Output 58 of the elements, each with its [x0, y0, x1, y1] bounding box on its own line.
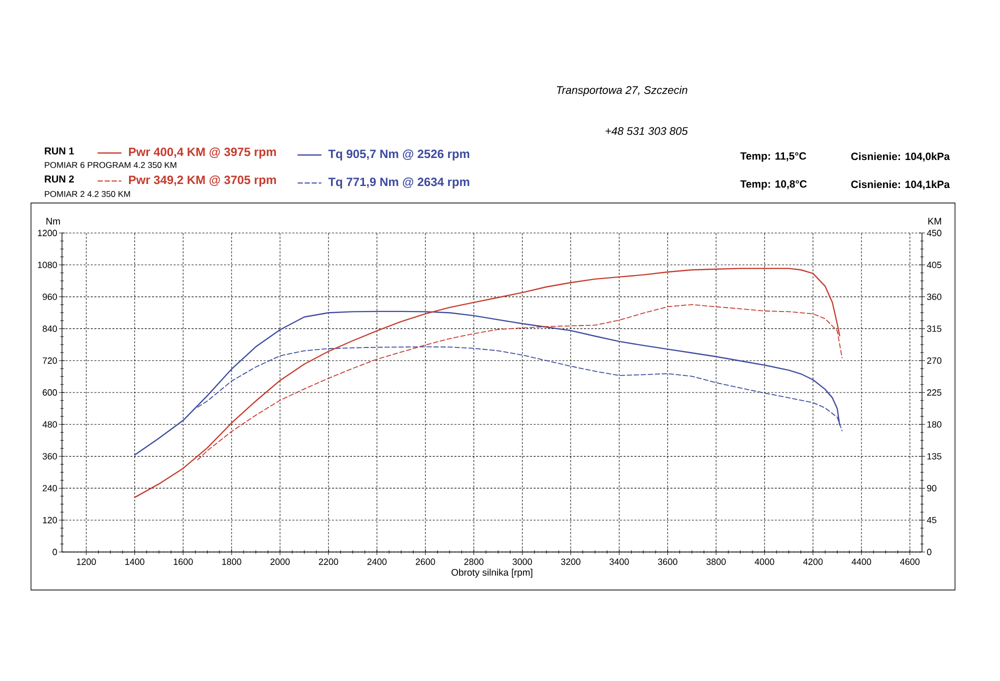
- text: +48 531 303 805: [606, 127, 688, 135]
- y2-tick-label: 450: [926, 230, 942, 236]
- legend-label: Pwr 349,2 KM @ 3705 rpm: [129, 175, 276, 187]
- y2-tick-label: 45: [926, 516, 936, 524]
- text: Cisnienie: 104,0kPa: [851, 152, 950, 162]
- x-tick-label: 4200: [803, 558, 823, 565]
- x-tick-label: 2600: [416, 558, 436, 565]
- y2-tick-label: 180: [927, 421, 942, 428]
- x-tick-label: 4400: [852, 558, 872, 565]
- x-axis-title: Obroty silnika [rpm]: [452, 568, 532, 578]
- text: RUN 2: [44, 175, 74, 183]
- text: POMIAR 6 PROGRAM 4.2 350 KM: [44, 162, 176, 168]
- y-tick-label: 600: [42, 389, 57, 396]
- y2-tick-label: 0: [927, 548, 932, 556]
- text: Temp: 10,8°C: [740, 180, 807, 190]
- y-tick-label: 480: [42, 421, 57, 428]
- y-tick-label: 720: [42, 357, 57, 364]
- y2-tick-label: 225: [927, 389, 942, 396]
- text: Temp: 11,5°C: [740, 152, 806, 162]
- x-tick-label: 4600: [900, 558, 920, 565]
- y2-tick-label: 360: [927, 294, 942, 300]
- text: RUN 1: [44, 148, 74, 154]
- y-axis-title: Nm: [46, 218, 60, 224]
- y-tick-label: 0: [52, 548, 57, 556]
- y2-tick-label: 90: [927, 485, 936, 492]
- x-tick-label: 3000: [512, 558, 532, 565]
- legend-label: Pwr 400,4 KM @ 3975 rpm: [129, 147, 276, 159]
- y-tick-label: 240: [42, 485, 57, 492]
- legend-label: Tq 771,9 Nm @ 2634 rpm: [328, 177, 470, 189]
- x-tick-label: 1200: [76, 558, 96, 565]
- y2-tick-label: 405: [926, 262, 942, 268]
- y2-tick-label: 135: [927, 453, 942, 460]
- legend-label: Tq 905,7 Nm @ 2526 rpm: [328, 149, 470, 161]
- x-tick-label: 3400: [610, 558, 629, 565]
- x-tick-label: 2800: [464, 558, 484, 565]
- y-tick-label: 1200: [38, 230, 57, 236]
- y-tick-label: 840: [42, 326, 57, 332]
- x-tick-label: 2200: [318, 558, 338, 565]
- x-tick-label: 3200: [561, 558, 580, 565]
- x-tick-label: 2400: [367, 558, 387, 565]
- x-tick-label: 1600: [174, 558, 193, 565]
- x-tick-label: 1800: [222, 558, 242, 565]
- text: Cisnienie: 104,1kPa: [851, 180, 950, 190]
- x-tick-label: 4000: [754, 558, 774, 565]
- x-tick-label: 3600: [658, 558, 678, 565]
- y2-axis-title: KM: [928, 218, 942, 224]
- y-tick-label: 360: [42, 453, 57, 460]
- y2-tick-label: 315: [927, 326, 942, 332]
- x-tick-label: 2000: [270, 558, 290, 565]
- x-tick-label: 1400: [125, 558, 144, 565]
- y2-tick-label: 270: [927, 357, 942, 364]
- text: Transportowa 27, Szczecin: [556, 86, 688, 96]
- x-tick-label: 3800: [706, 558, 726, 565]
- line-series: [134, 310, 840, 456]
- y-tick-label: 1080: [38, 262, 57, 268]
- text: POMIAR 2 4.2 350 KM: [44, 190, 130, 197]
- y-tick-label: 120: [42, 516, 57, 524]
- y-tick-label: 960: [42, 294, 57, 300]
